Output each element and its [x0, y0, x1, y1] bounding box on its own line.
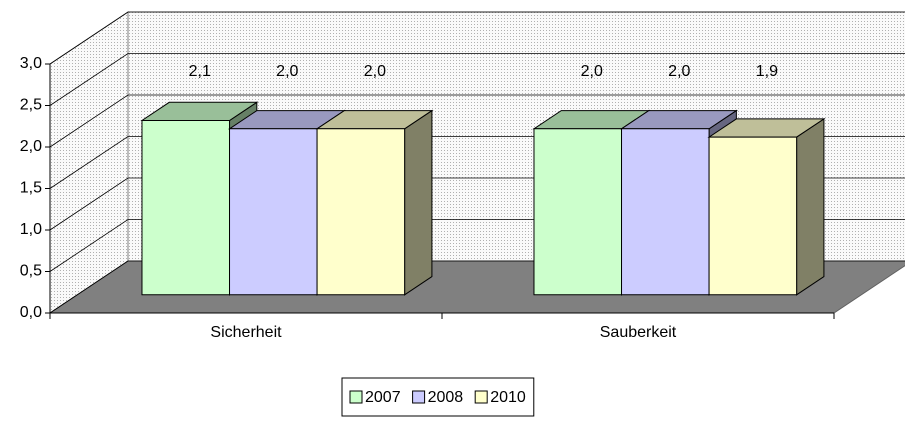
bar-front — [141, 120, 231, 296]
value-label: 1,9 — [756, 63, 778, 80]
grid-line — [49, 11, 905, 65]
grid-line — [49, 94, 905, 148]
y-tick-label: 0,0 — [20, 304, 42, 321]
y-tick-label: 3,0 — [20, 55, 42, 72]
bar-side — [796, 117, 825, 296]
bar — [315, 109, 434, 296]
value-label: 2,0 — [364, 63, 386, 80]
legend-swatch — [412, 390, 426, 404]
y-tick-label: 2,0 — [20, 138, 42, 155]
bar-front — [621, 128, 710, 296]
bar — [707, 117, 826, 296]
legend: 2007 2008 2010 — [341, 377, 535, 417]
bar-front — [708, 136, 798, 296]
bar-side — [404, 109, 433, 296]
legend-label: 2007 — [365, 389, 401, 406]
bar-front — [316, 128, 406, 296]
y-tick-label: 2,5 — [20, 97, 42, 114]
value-label: 2,0 — [276, 63, 298, 80]
value-label: 2,1 — [189, 63, 211, 80]
value-label: 2,0 — [581, 63, 603, 80]
legend-label: 2008 — [428, 389, 464, 406]
y-tick-label: 1,0 — [20, 221, 42, 238]
legend-label: 2010 — [490, 389, 526, 406]
x-tick-label: Sicherheit — [210, 324, 282, 341]
y-tick-label: 1,5 — [20, 180, 42, 197]
legend-swatch — [474, 390, 488, 404]
bar-front — [229, 128, 318, 296]
bar-front — [533, 128, 623, 296]
x-tick-label: Sauberkeit — [600, 324, 677, 341]
legend-swatch — [349, 390, 363, 404]
legend-box — [341, 377, 535, 417]
grid-line — [49, 53, 905, 106]
y-tick-label: 0,5 — [20, 263, 42, 280]
value-label: 2,0 — [668, 63, 690, 80]
